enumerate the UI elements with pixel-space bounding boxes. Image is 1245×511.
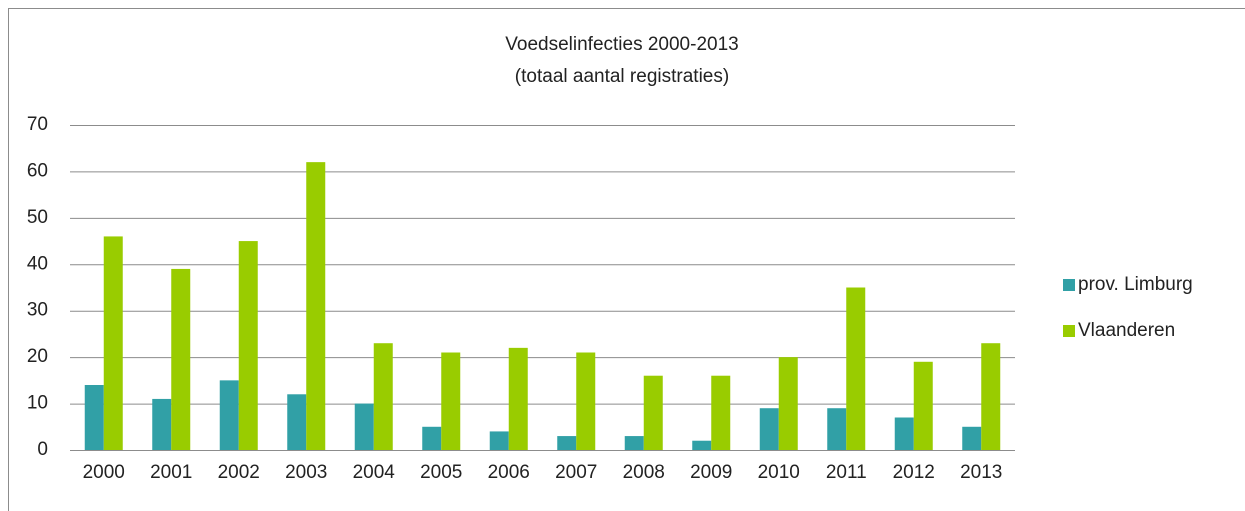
bar bbox=[557, 436, 577, 450]
bar bbox=[489, 431, 509, 450]
bar bbox=[576, 352, 596, 450]
y-tick-label: 50 bbox=[27, 207, 48, 228]
bar bbox=[219, 380, 239, 450]
bar bbox=[913, 361, 933, 450]
bar bbox=[894, 417, 914, 450]
chart-frame bbox=[8, 8, 1245, 511]
bar bbox=[692, 440, 712, 450]
bar bbox=[759, 408, 779, 450]
legend-swatch bbox=[1063, 279, 1075, 291]
bar bbox=[354, 403, 374, 450]
y-tick-label: 70 bbox=[27, 114, 48, 135]
bar bbox=[287, 394, 307, 450]
x-tick-label: 2004 bbox=[353, 462, 396, 483]
x-tick-label: 2012 bbox=[893, 462, 935, 483]
x-tick-label: 2010 bbox=[758, 462, 800, 483]
bar bbox=[103, 236, 123, 450]
legend-label: prov. Limburg bbox=[1078, 274, 1193, 295]
bar bbox=[981, 343, 1001, 450]
x-tick-label: 2006 bbox=[488, 462, 530, 483]
bar bbox=[827, 408, 847, 450]
bar bbox=[84, 385, 104, 450]
x-tick-label: 2005 bbox=[420, 462, 462, 483]
bar bbox=[624, 436, 644, 450]
x-tick-label: 2011 bbox=[826, 462, 867, 483]
bar bbox=[778, 357, 798, 450]
bar bbox=[846, 287, 866, 450]
y-tick-label: 20 bbox=[27, 346, 48, 367]
bar bbox=[373, 343, 393, 450]
y-tick-label: 0 bbox=[37, 439, 48, 460]
x-tick-label: 2000 bbox=[83, 462, 125, 483]
x-tick-label: 2008 bbox=[623, 462, 665, 483]
bar bbox=[238, 241, 258, 450]
legend-swatch bbox=[1063, 325, 1075, 337]
y-tick-label: 10 bbox=[27, 393, 48, 414]
bar bbox=[508, 347, 528, 450]
x-tick-label: 2007 bbox=[555, 462, 597, 483]
y-tick-label: 40 bbox=[27, 253, 48, 274]
bar bbox=[441, 352, 461, 450]
bar bbox=[711, 375, 731, 450]
bar bbox=[422, 426, 442, 450]
bar bbox=[171, 268, 191, 450]
legend-label: Vlaanderen bbox=[1078, 320, 1175, 341]
x-tick-label: 2003 bbox=[285, 462, 327, 483]
bar bbox=[306, 162, 326, 450]
bar bbox=[152, 398, 172, 450]
x-tick-label: 2002 bbox=[218, 462, 260, 483]
bar bbox=[643, 375, 663, 450]
x-tick-label: 2009 bbox=[690, 462, 732, 483]
x-tick-label: 2013 bbox=[960, 462, 1002, 483]
bar bbox=[962, 426, 982, 450]
chart-title: Voedselinfecties 2000-2013 bbox=[505, 34, 738, 55]
x-tick-label: 2001 bbox=[150, 462, 192, 483]
chart-subtitle: (totaal aantal registraties) bbox=[515, 66, 729, 87]
y-tick-label: 60 bbox=[27, 160, 48, 181]
y-tick-label: 30 bbox=[27, 300, 48, 321]
